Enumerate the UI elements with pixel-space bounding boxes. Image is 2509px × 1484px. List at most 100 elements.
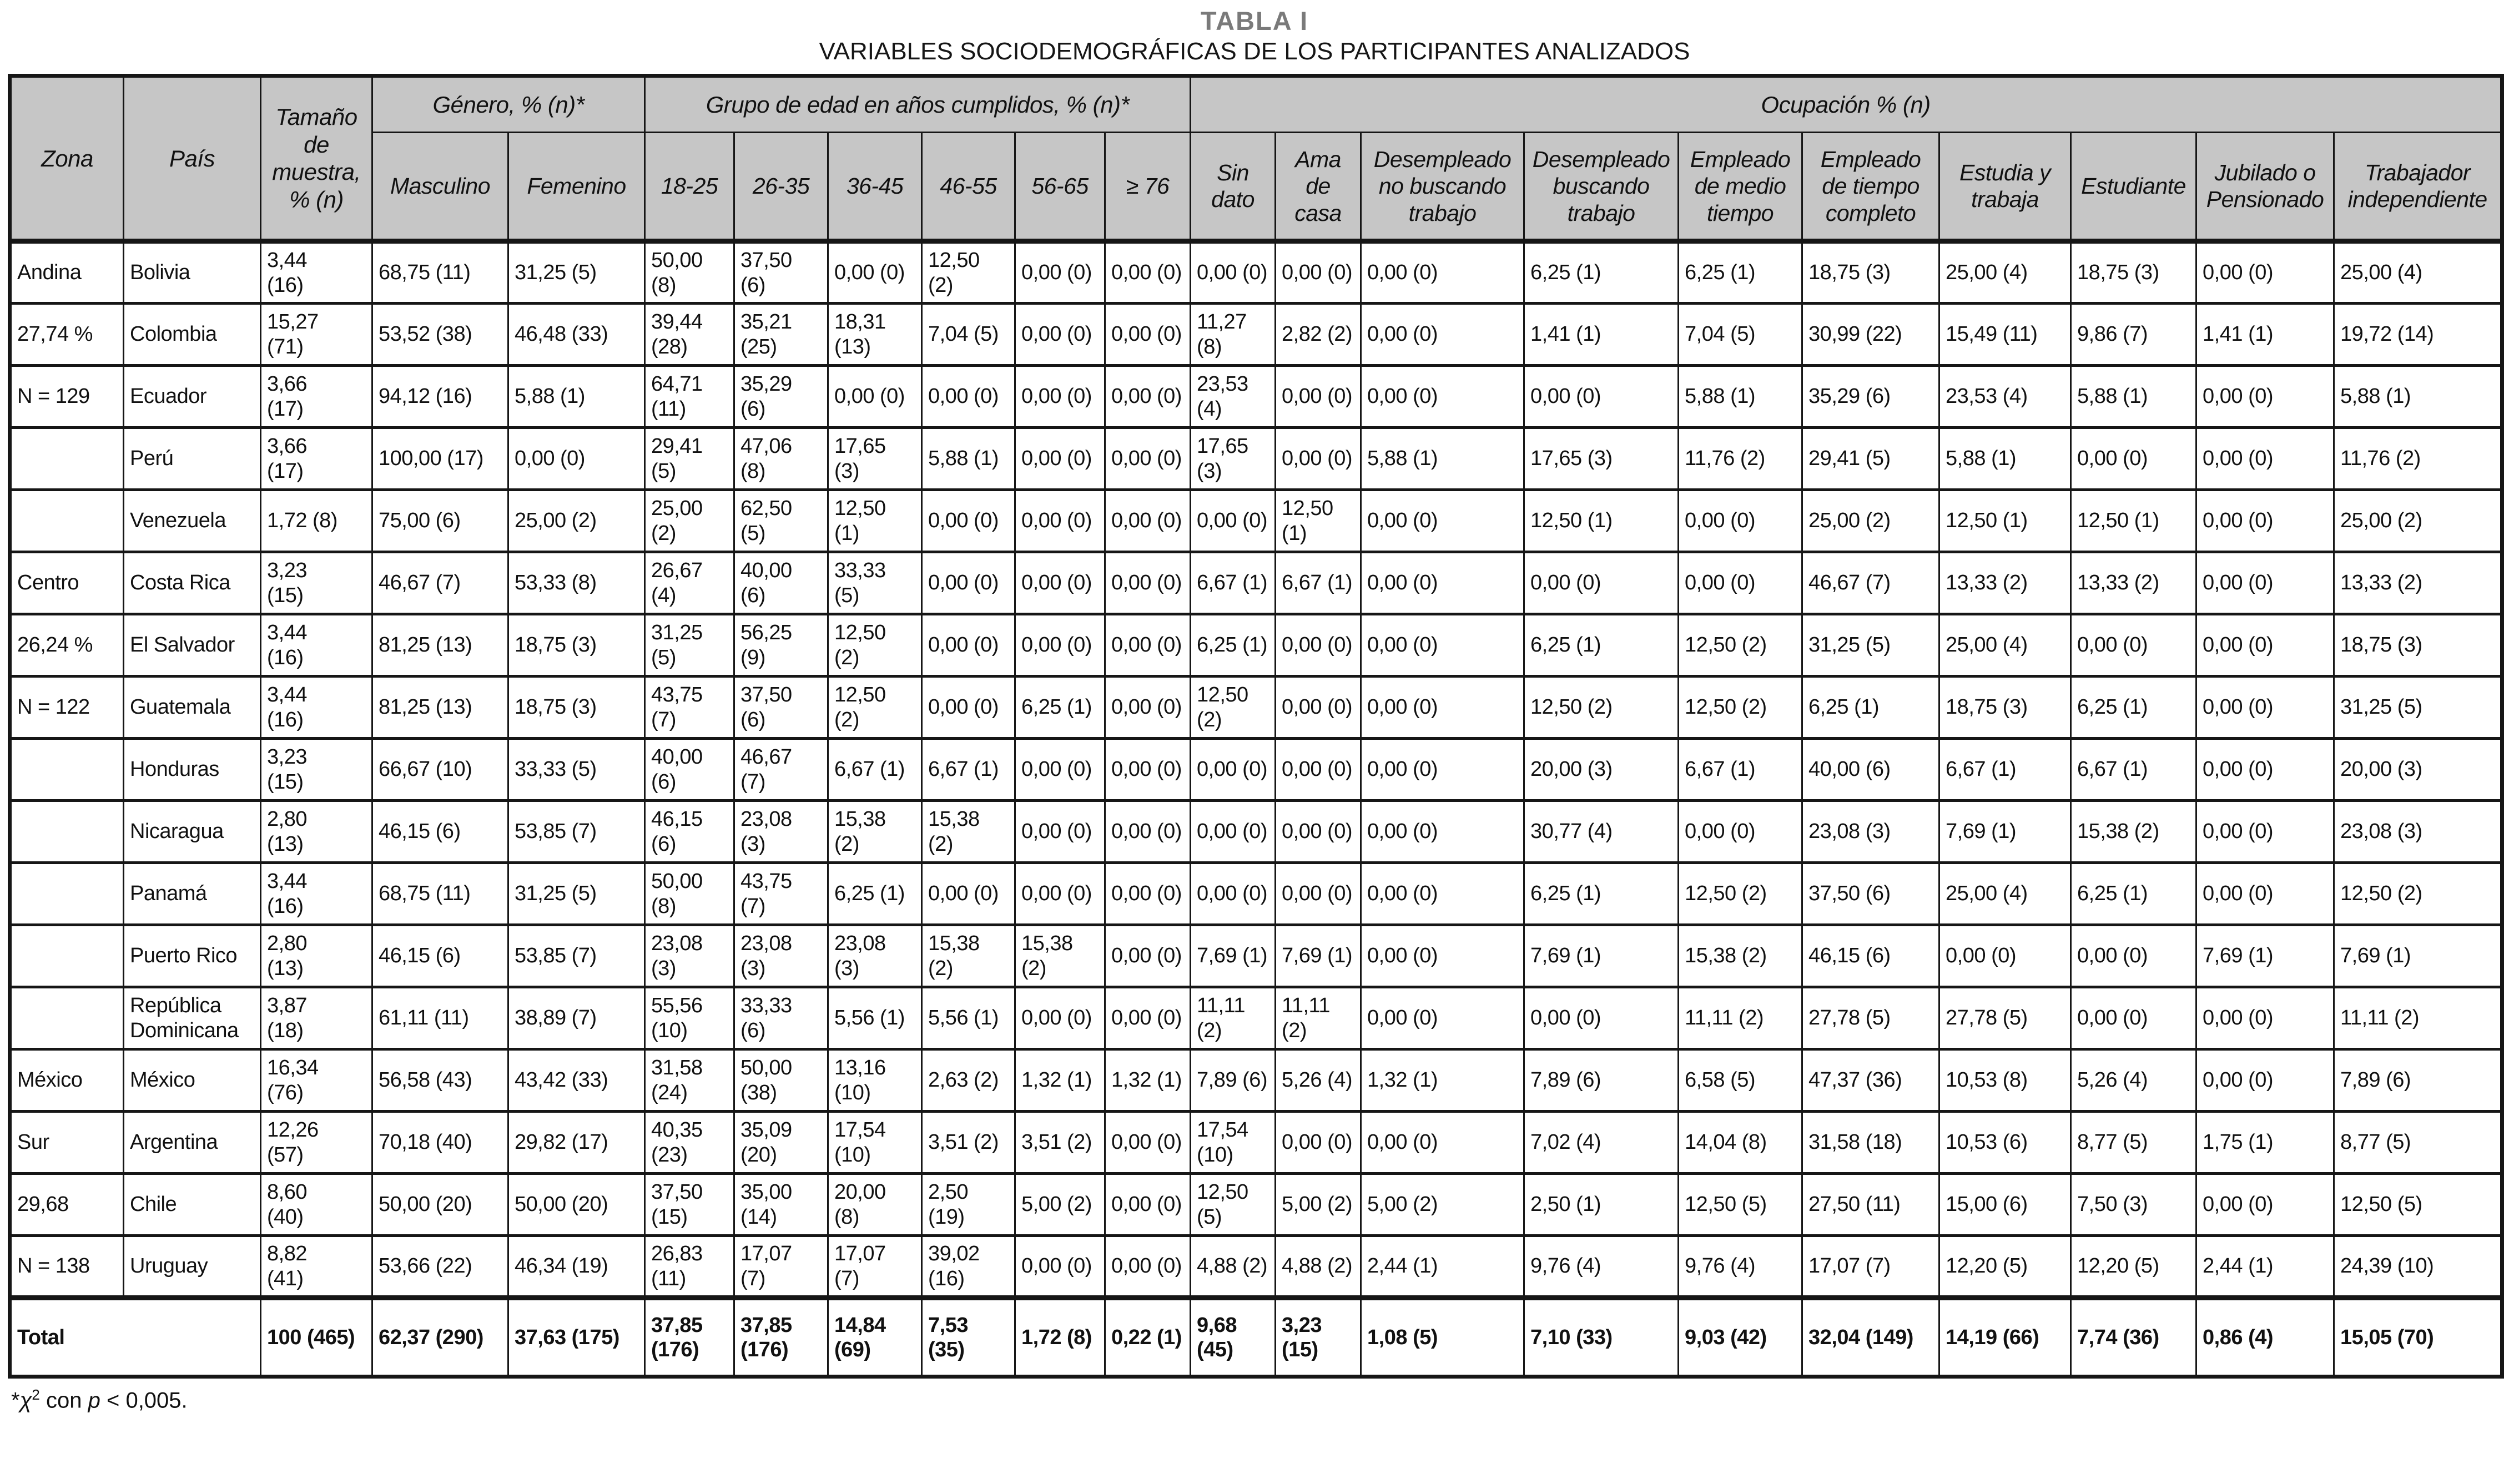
zona-cell: N = 129 bbox=[9, 364, 124, 430]
value-cell: 0,00 (0) bbox=[1190, 239, 1277, 305]
value-cell: 0,00 (0) bbox=[1104, 488, 1192, 554]
col-header-pais: País bbox=[123, 75, 261, 243]
total-value-cell: 7,10 (33) bbox=[1523, 1295, 1680, 1379]
value-cell: 0,00 (0) bbox=[1274, 613, 1362, 678]
value-cell: 2,50 (1) bbox=[1523, 1172, 1680, 1238]
total-value-cell: 37,85 (176) bbox=[644, 1295, 735, 1379]
zona-cell: 29,68 bbox=[9, 1172, 124, 1238]
value-cell: 4,88 (2) bbox=[1190, 1234, 1277, 1300]
value-cell: 5,88 (1) bbox=[1360, 426, 1525, 492]
value-cell: 7,69 (1) bbox=[1523, 923, 1680, 989]
value-cell: 30,77 (4) bbox=[1523, 799, 1680, 865]
value-cell: 0,00 (0) bbox=[1274, 239, 1362, 305]
zona-cell: Andina bbox=[9, 239, 124, 305]
value-cell: 31,58 (18) bbox=[1801, 1110, 1941, 1175]
value-cell: 6,67 (1) bbox=[2070, 737, 2198, 802]
value-cell: 12,50 (5) bbox=[1677, 1172, 1803, 1238]
total-value-cell: 7,53 (35) bbox=[921, 1295, 1016, 1379]
total-value-cell: 14,84 (69) bbox=[827, 1295, 923, 1379]
pais-cell: El Salvador bbox=[123, 613, 261, 678]
value-cell: 39,02 (16) bbox=[921, 1234, 1016, 1300]
table-header: Zona País Tamaño de muestra, % (n) Géner… bbox=[9, 75, 2503, 243]
footnote-mid-text: con bbox=[39, 1388, 88, 1413]
total-value-cell: 37,63 (175) bbox=[507, 1295, 646, 1379]
value-cell: 23,08 (3) bbox=[733, 799, 829, 865]
value-cell: 0,00 (0) bbox=[1677, 488, 1803, 554]
title-block: TABLA I VARIABLES SOCIODEMOGRÁFICAS DE L… bbox=[8, 8, 2501, 65]
total-value-cell: 100 (465) bbox=[260, 1295, 373, 1379]
value-cell: 47,06 (8) bbox=[733, 426, 829, 492]
value-cell: 17,54 (10) bbox=[827, 1110, 923, 1175]
value-cell: 26,83 (11) bbox=[644, 1234, 735, 1300]
value-cell: 17,07 (7) bbox=[1801, 1234, 1941, 1300]
value-cell: 0,00 (0) bbox=[2195, 613, 2335, 678]
value-cell: 12,50 (2) bbox=[1523, 675, 1680, 740]
value-cell: 23,08 (3) bbox=[1801, 799, 1941, 865]
value-cell: 9,76 (4) bbox=[1677, 1234, 1803, 1300]
total-value-cell: 37,85 (176) bbox=[733, 1295, 829, 1379]
value-cell: 0,00 (0) bbox=[1360, 551, 1525, 616]
value-cell: 37,50 (6) bbox=[733, 675, 829, 740]
value-cell: 0,00 (0) bbox=[1274, 675, 1362, 740]
value-cell: 6,58 (5) bbox=[1677, 1048, 1803, 1113]
value-cell: 7,02 (4) bbox=[1523, 1110, 1680, 1175]
pais-cell: Uruguay bbox=[123, 1234, 261, 1300]
value-cell: 0,00 (0) bbox=[1104, 923, 1192, 989]
value-cell: 2,80 (13) bbox=[260, 923, 373, 989]
value-cell: 0,00 (0) bbox=[1104, 861, 1192, 927]
value-cell: 0,00 (0) bbox=[1360, 986, 1525, 1051]
value-cell: 0,00 (0) bbox=[1523, 551, 1680, 616]
value-cell: 0,00 (0) bbox=[921, 551, 1016, 616]
value-cell: 37,50 (6) bbox=[733, 239, 829, 305]
value-cell: 3,44 (16) bbox=[260, 675, 373, 740]
value-cell: 53,85 (7) bbox=[507, 799, 646, 865]
col-header-edad-56-65: 56-65 bbox=[1014, 132, 1106, 243]
value-cell: 0,00 (0) bbox=[1014, 488, 1106, 554]
value-cell: 0,00 (0) bbox=[1104, 364, 1192, 430]
value-cell: 0,00 (0) bbox=[1360, 1110, 1525, 1175]
value-cell: 75,00 (6) bbox=[371, 488, 509, 554]
value-cell: 43,42 (33) bbox=[507, 1048, 646, 1113]
pais-cell: Panamá bbox=[123, 861, 261, 927]
value-cell: 23,53 (4) bbox=[1190, 364, 1277, 430]
value-cell: 50,00 (20) bbox=[507, 1172, 646, 1238]
value-cell: 0,00 (0) bbox=[1104, 986, 1192, 1051]
value-cell: 0,00 (0) bbox=[1274, 737, 1362, 802]
value-cell: 0,00 (0) bbox=[1014, 426, 1106, 492]
value-cell: 2,44 (1) bbox=[1360, 1234, 1525, 1300]
value-cell: 0,00 (0) bbox=[1190, 737, 1277, 802]
col-header-ama-de-casa: Ama de casa bbox=[1274, 132, 1362, 243]
value-cell: 29,82 (17) bbox=[507, 1110, 646, 1175]
value-cell: 7,69 (1) bbox=[2195, 923, 2335, 989]
value-cell: 5,88 (1) bbox=[507, 364, 646, 430]
value-cell: 5,88 (1) bbox=[2070, 364, 2198, 430]
value-cell: 56,25 (9) bbox=[733, 613, 829, 678]
table-row: 29,68 Chile 8,60 (40) 50,00 (20) 50,00 (20) 3… bbox=[9, 1172, 2503, 1238]
value-cell: 37,50 (15) bbox=[644, 1172, 735, 1238]
value-cell: 70,18 (40) bbox=[371, 1110, 509, 1175]
value-cell: 3,66 (17) bbox=[260, 426, 373, 492]
value-cell: 0,00 (0) bbox=[1014, 551, 1106, 616]
value-cell: 12,20 (5) bbox=[1938, 1234, 2072, 1300]
value-cell: 24,39 (10) bbox=[2333, 1234, 2503, 1300]
value-cell: 0,00 (0) bbox=[1104, 239, 1192, 305]
table-row: Sur Argentina 12,26 (57) 70,18 (40) 29,82 (1… bbox=[9, 1110, 2503, 1175]
value-cell: 6,25 (1) bbox=[1190, 613, 1277, 678]
value-cell: 12,50 (1) bbox=[2070, 488, 2198, 554]
value-cell: 5,26 (4) bbox=[1274, 1048, 1362, 1113]
value-cell: 8,77 (5) bbox=[2070, 1110, 2198, 1175]
total-value-cell: 7,74 (36) bbox=[2070, 1295, 2198, 1379]
table-row: 26,24 % El Salvador 3,44 (16) 81,25 (13) 18,… bbox=[9, 613, 2503, 678]
value-cell: 3,23 (15) bbox=[260, 737, 373, 802]
zona-cell bbox=[9, 986, 124, 1051]
value-cell: 0,00 (0) bbox=[827, 239, 923, 305]
value-cell: 6,25 (1) bbox=[1014, 675, 1106, 740]
value-cell: 10,53 (6) bbox=[1938, 1110, 2072, 1175]
value-cell: 12,50 (1) bbox=[1523, 488, 1680, 554]
value-cell: 12,50 (5) bbox=[1190, 1172, 1277, 1238]
value-cell: 8,60 (40) bbox=[260, 1172, 373, 1238]
total-value-cell: 0,22 (1) bbox=[1104, 1295, 1192, 1379]
col-header-edad-36-45: 36-45 bbox=[827, 132, 923, 243]
value-cell: 14,04 (8) bbox=[1677, 1110, 1803, 1175]
table-row: Panamá 3,44 (16) 68,75 (11) 31,25 (5) 50,00 … bbox=[9, 861, 2503, 927]
